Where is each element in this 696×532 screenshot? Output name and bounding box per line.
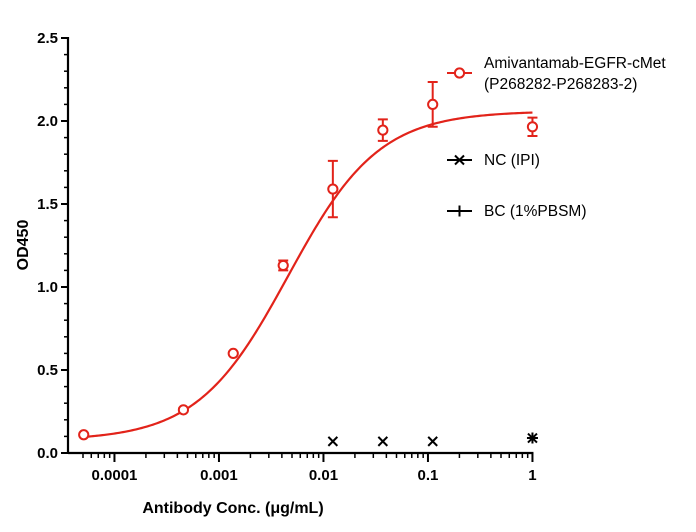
- x-tick-label: 0.001: [200, 467, 238, 484]
- fit-curve: [83, 111, 533, 439]
- legend-label: Amivantamab-EGFR-cMet: [484, 55, 666, 72]
- y-tick-label: 0.5: [37, 362, 58, 379]
- data-point: [377, 124, 389, 136]
- data-point: [526, 121, 539, 133]
- data-point: [427, 436, 438, 447]
- y-axis: 0.0 0.5 1.0 1.5 2.0 2.5: [37, 30, 70, 462]
- legend-marker: [454, 154, 465, 166]
- data-markers: [78, 80, 539, 447]
- y-axis-label: OD450: [15, 220, 32, 271]
- data-point: [327, 183, 339, 195]
- legend-marker: [454, 205, 465, 217]
- data-point: [377, 436, 389, 447]
- x-tick-label: 1: [528, 467, 536, 484]
- plot-area: 0.0 0.5 1.0 1.5 2.0 2.5 0.0001 0.001 0.01 0.1 1: [37, 30, 539, 484]
- y-tick-label: 1.0: [37, 279, 58, 296]
- legend-label: (P268282-P268283-2): [484, 76, 637, 93]
- legend: Amivantamab-EGFR-cMet (P268282-P268283-2)…: [447, 55, 666, 220]
- data-point: [277, 259, 289, 272]
- x-tick-label: 0.01: [309, 467, 338, 484]
- legend-label: BC (1%PBSM): [484, 203, 587, 220]
- data-point: [327, 436, 339, 447]
- x-axis: 0.0001 0.001 0.01 0.1 1: [68, 451, 537, 484]
- legend-marker: [453, 67, 466, 79]
- x-axis-label: Antibody Conc. (μg/mL): [142, 500, 323, 517]
- x-tick-label: 0.1: [418, 467, 439, 484]
- y-tick-label: 0.0: [37, 445, 58, 462]
- data-point: [227, 347, 239, 359]
- y-tick-label: 2.0: [37, 113, 58, 130]
- y-tick-label: 2.5: [37, 30, 58, 47]
- data-point: [427, 98, 439, 111]
- x-tick-label: 0.0001: [92, 467, 138, 484]
- fit-curves: [83, 111, 533, 439]
- y-tick-label: 1.5: [37, 196, 58, 213]
- data-point: [78, 429, 90, 441]
- legend-label: NC (IPI): [484, 152, 540, 169]
- data-point: [177, 404, 190, 416]
- data-point: [526, 432, 538, 444]
